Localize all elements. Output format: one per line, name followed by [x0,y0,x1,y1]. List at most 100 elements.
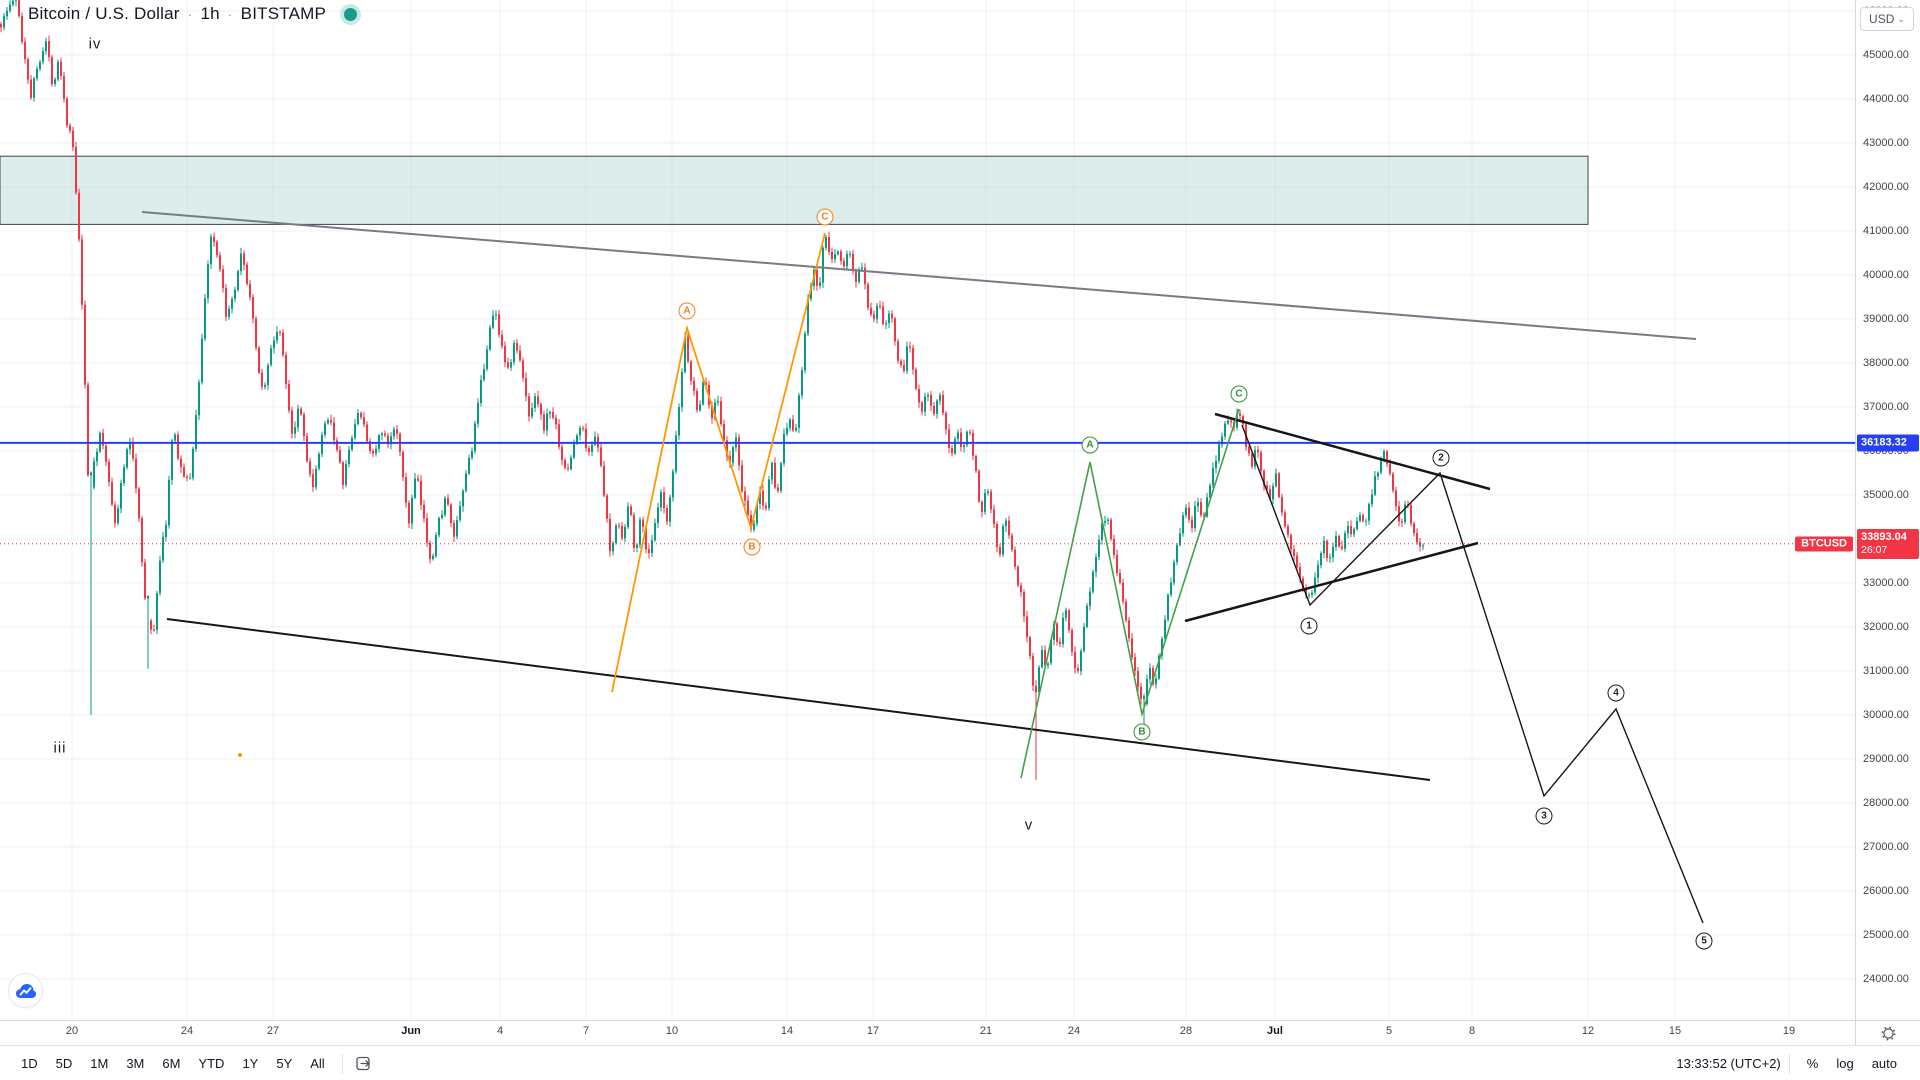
wave-label-c[interactable]: C [1230,385,1248,403]
wave-label-1[interactable]: 1 [1300,617,1318,635]
price-tick: 33000.00 [1863,577,1909,589]
time-tick: 24 [180,1025,194,1037]
supply-zone[interactable] [0,155,1589,225]
time-tick: 12 [1581,1025,1595,1037]
range-button-1d[interactable]: 1D [21,1056,38,1071]
trendline-lower-channel[interactable] [166,618,1431,781]
scale-mode-buttons: % log auto [1798,1056,1906,1071]
price-tick: 45000.00 [1863,49,1909,61]
price-axis[interactable]: USD ⌄ 46000.0045000.0044000.0043000.0042… [1855,0,1920,1020]
price-tick: 29000.00 [1863,753,1909,765]
axis-settings-corner[interactable] [1855,1020,1920,1046]
mode-button-log[interactable]: log [1836,1056,1854,1071]
range-button-3m[interactable]: 3M [126,1056,145,1071]
price-tick: 38000.00 [1863,357,1909,369]
wave-label-c[interactable]: C [816,208,834,226]
wave-line-orange-abc[interactable] [611,232,826,693]
title-separator: · [227,6,233,22]
bottom-toolbar: 1D 5D 1M 3M 6M YTD 1Y 5Y All 13:33:52 (UTC+2) % l… [0,1045,1920,1080]
trendline-triangle-upper[interactable] [1214,412,1491,491]
wave-label-3[interactable]: 3 [1535,807,1553,825]
mode-button-auto[interactable]: auto [1871,1056,1897,1071]
market-status-icon [344,7,358,21]
time-axis[interactable]: 20 24 27 Jun 4 7 10 14 17 21 24 28 Jul 5 8 12 15 19 [0,1020,1855,1046]
currency-label: USD [1869,12,1895,26]
time-tick: 4 [496,1025,504,1037]
wave-label-4[interactable]: 4 [1607,684,1625,702]
price-tick: 41000.00 [1863,225,1909,237]
bar-countdown: 26:07 [1861,543,1888,556]
wave-label-b[interactable]: B [743,538,761,556]
time-tick: 14 [780,1025,794,1037]
range-button-ytd[interactable]: YTD [198,1056,225,1071]
time-tick: 8 [1468,1025,1476,1037]
chart-pane[interactable]: Bitcoin / U.S. Dollar · 1h · BITSTAMP A B… [0,0,1855,1020]
time-tick: Jun [401,1025,421,1037]
wave-label-2[interactable]: 2 [1432,449,1450,467]
wave-roman-v[interactable]: v [1024,816,1034,834]
range-button-1y[interactable]: 1Y [242,1056,259,1071]
price-line-symbol-tag: BTCUSD [1795,536,1853,552]
time-tick: 20 [65,1025,79,1037]
time-tick: 28 [1179,1025,1193,1037]
time-tick: 7 [582,1025,590,1037]
time-tick: 17 [866,1025,880,1037]
price-tick: 24000.00 [1863,973,1909,985]
wave-label-b[interactable]: B [1133,723,1151,741]
snapshot-logo-button[interactable] [8,973,43,1008]
time-tick: Jul [1267,1025,1283,1037]
trendline-gray-resistance[interactable] [141,211,1697,340]
price-tick: 30000.00 [1863,709,1909,721]
toolbar-right: 13:33:52 (UTC+2) % log auto [1676,1053,1920,1074]
price-tick: 44000.00 [1863,93,1909,105]
time-tick: 24 [1067,1025,1081,1037]
wave-roman-iii[interactable]: iii [53,739,67,757]
gear-icon [1881,1026,1896,1041]
orange-dot-marker [238,753,242,757]
grid [0,0,1855,1020]
title-separator: · [187,6,193,22]
wave-line-black-impulse[interactable] [1241,424,1704,924]
price-tick: 43000.00 [1863,137,1909,149]
symbol-name[interactable]: Bitcoin / U.S. Dollar [28,4,180,23]
price-tick: 27000.00 [1863,841,1909,853]
clock-label[interactable]: 13:33:52 (UTC+2) [1676,1056,1781,1071]
range-button-5d[interactable]: 5D [55,1056,73,1071]
price-tick: 31000.00 [1863,665,1909,677]
symbol-title[interactable]: Bitcoin / U.S. Dollar · 1h · BITSTAMP [28,4,358,24]
trendline-triangle-lower[interactable] [1184,541,1479,623]
toolbar-divider [1788,1053,1790,1074]
wave-label-5[interactable]: 5 [1695,932,1713,950]
toolbar-divider [341,1053,343,1074]
candles [0,0,1424,781]
chart-cloud-icon [15,983,36,998]
range-button-1m[interactable]: 1M [90,1056,109,1071]
wave-line-green-abc[interactable] [1020,408,1240,779]
price-tick: 32000.00 [1863,621,1909,633]
go-to-date-button[interactable] [351,1052,379,1076]
last-price-label: 33893.04 26:07 [1857,528,1919,559]
currency-button[interactable]: USD ⌄ [1860,7,1914,31]
price-tick: 35000.00 [1863,489,1909,501]
symbol-exchange: BITSTAMP [240,4,327,23]
range-button-6m[interactable]: 6M [162,1056,181,1071]
symbol-interval[interactable]: 1h [200,4,220,23]
time-tick: 27 [266,1025,280,1037]
date-range-buttons: 1D 5D 1M 3M 6M YTD 1Y 5Y All [0,1053,334,1074]
time-tick: 19 [1782,1025,1796,1037]
price-tick: 26000.00 [1863,885,1909,897]
candlestick-chart[interactable] [0,0,1855,1020]
range-button-all[interactable]: All [310,1056,325,1071]
range-button-5y[interactable]: 5Y [276,1056,293,1071]
wave-label-a[interactable]: A [678,302,696,320]
price-tick: 25000.00 [1863,929,1909,941]
wave-label-a[interactable]: A [1081,436,1099,454]
price-tick: 37000.00 [1863,401,1909,413]
mode-button-percent[interactable]: % [1806,1056,1819,1071]
blue-price-label: 36183.32 [1857,434,1919,452]
wave-roman-iv[interactable]: iv [88,35,102,53]
price-tick: 42000.00 [1863,181,1909,193]
price-tick: 40000.00 [1863,269,1909,281]
time-tick: 5 [1385,1025,1393,1037]
